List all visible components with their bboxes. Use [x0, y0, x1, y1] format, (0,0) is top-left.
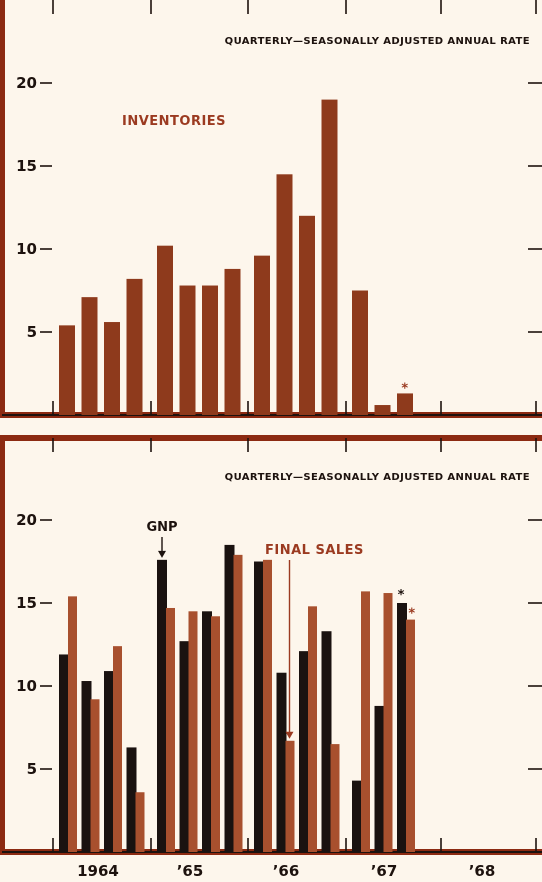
inventories-y-axis: 5 10 15 20 [16, 74, 542, 341]
gnp-final-sales-bars [59, 544, 415, 852]
inventories-bars [59, 99, 413, 415]
gnp-ytick-label: 5 [27, 760, 37, 778]
inventories-bar [157, 245, 173, 415]
gnp-bar [299, 651, 309, 852]
inventories-x-ticks [52, 0, 537, 415]
gnp-bar [254, 561, 264, 852]
gnp-ytick-label: 20 [16, 511, 37, 529]
final-sales-bar [166, 607, 175, 852]
gnp-x-label: ’65 [177, 862, 204, 880]
inventories-ytick-label: 10 [16, 240, 37, 258]
final-sales-bar [211, 616, 220, 852]
gnp-panel-subtitle: QUARTERLY—SEASONALLY ADJUSTED ANNUAL RAT… [225, 472, 530, 483]
inventories-ytick-label: 5 [27, 323, 37, 341]
gnp-bar [397, 603, 407, 852]
inventories-bar [374, 405, 391, 415]
inventories-bar [299, 215, 315, 415]
inventories-series-label: INVENTORIES [122, 114, 226, 129]
gnp-bar [374, 705, 385, 852]
inventories-bar [276, 174, 293, 415]
final-sales-bar [68, 596, 77, 852]
final-sales-bar [383, 593, 393, 852]
inventories-panel-subtitle: QUARTERLY—SEASONALLY ADJUSTED ANNUAL RAT… [225, 36, 530, 47]
final-sales-bar [285, 740, 295, 852]
gnp-bar [276, 672, 287, 852]
final-sales-bar [263, 559, 272, 852]
gnp-final-sales-panel: 5 10 15 20 1964 ’65 ’66 ’67 ’68 QUARTERLY—SEASO… [0, 435, 542, 880]
inventories-bar [104, 322, 120, 415]
final-sales-bar [406, 619, 415, 852]
inventories-bar [81, 297, 98, 415]
final-sales-arrowhead [285, 731, 294, 739]
final-sales-asterisk: * [408, 607, 415, 622]
final-sales-bar [361, 591, 370, 852]
inventories-bar [59, 325, 75, 415]
inventories-bar [397, 393, 413, 415]
final-sales-bar [330, 744, 340, 852]
inventories-bar [179, 285, 196, 415]
gnp-ytick-label: 15 [16, 594, 37, 612]
inventories-asterisk: * [401, 381, 408, 396]
final-sales-series-label: FINAL SALES [265, 543, 364, 558]
gnp-series-label: GNP [146, 520, 177, 535]
inventories-ytick-label: 20 [16, 74, 37, 92]
gnp-bar [157, 559, 167, 852]
gnp-asterisk: * [398, 588, 405, 603]
inventories-ytick-label: 15 [16, 157, 37, 175]
gnp-bar [352, 780, 362, 852]
gnp-x-label: ’67 [371, 862, 398, 880]
gnp-bar [59, 654, 69, 852]
gnp-y-axis: 5 10 15 20 [16, 511, 542, 778]
gnp-bar [81, 681, 92, 852]
inventories-bar [321, 99, 338, 415]
gnp-bar [104, 671, 114, 852]
inventories-bar [202, 285, 218, 415]
gnp-bar [202, 611, 212, 852]
final-sales-bar [113, 646, 122, 852]
inventories-bar [224, 268, 241, 415]
final-sales-bar [135, 792, 145, 852]
gnp-bar [321, 631, 332, 852]
gnp-ytick-label: 10 [16, 677, 37, 695]
gnp-bar [126, 747, 137, 852]
gnp-x-labels: 1964 ’65 ’66 ’67 ’68 [77, 862, 495, 880]
gnp-bar [224, 544, 235, 852]
gnp-bar [179, 641, 190, 852]
gnp-x-ticks [52, 438, 537, 852]
gnp-x-label: ’68 [469, 862, 496, 880]
final-sales-bar [233, 554, 243, 852]
final-sales-bar [308, 606, 317, 852]
final-sales-bar [188, 611, 198, 852]
gnp-x-label: 1964 [77, 862, 119, 880]
inventories-bar [254, 255, 270, 415]
final-sales-bar [90, 699, 100, 852]
inventories-panel: 5 10 15 20 QUARTERLY—SEASONALLY ADJUSTED AN… [0, 0, 542, 418]
inventories-bar [126, 278, 143, 415]
gnp-x-label: ’66 [273, 862, 300, 880]
gnp-arrowhead [158, 550, 166, 558]
inventories-bar [352, 290, 368, 415]
